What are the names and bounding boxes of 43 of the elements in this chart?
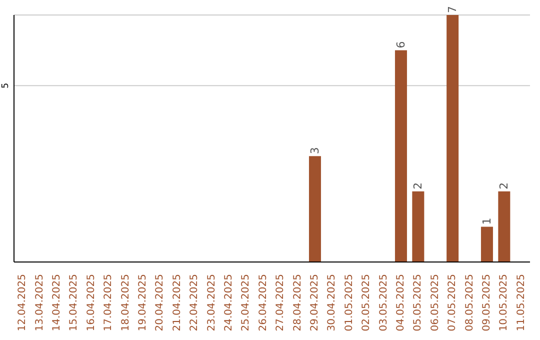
- y-tick-label: 5: [1, 82, 11, 88]
- data-label: 6: [394, 41, 408, 48]
- x-tick-label: 04.05.2025: [396, 274, 406, 332]
- x-tick-label: 08.05.2025: [464, 274, 476, 332]
- x-tick-label: 10.05.2025: [498, 274, 510, 332]
- x-tick-label: 15.04.2025: [68, 274, 80, 332]
- x-tick-label: 25.04.2025: [240, 274, 252, 332]
- x-tick-label: 01.05.2025: [344, 274, 355, 332]
- data-label: 1: [480, 218, 494, 225]
- x-tick-label: 06.05.2025: [430, 274, 441, 332]
- x-tick-label: 09.05.2025: [482, 274, 492, 332]
- x-tick-label: 19.04.2025: [138, 274, 148, 332]
- x-tick-label: 22.04.2025: [189, 274, 200, 332]
- bar: [498, 191, 510, 262]
- x-tick-label: 23.04.2025: [206, 274, 218, 332]
- bar: [308, 156, 321, 262]
- x-tick-label: 27.04.2025: [275, 274, 286, 332]
- x-tick-label: 30.04.2025: [326, 274, 338, 332]
- x-tick-label: 14.04.2025: [52, 274, 62, 332]
- x-tick-label: 17.04.2025: [103, 274, 114, 332]
- data-label: 7: [446, 6, 460, 13]
- x-tick-label: 03.05.2025: [378, 274, 390, 332]
- x-tick-label: 29.04.2025: [310, 274, 320, 332]
- x-tick-label: 20.04.2025: [154, 274, 166, 332]
- bar: [394, 50, 407, 262]
- data-label: 2: [498, 182, 511, 190]
- x-tick-label: 11.05.2025: [516, 274, 527, 332]
- x-tick-label: 28.04.2025: [292, 274, 304, 332]
- x-tick-label: 21.04.2025: [172, 274, 183, 332]
- x-tick-label: 16.04.2025: [86, 274, 97, 332]
- data-label: 3: [308, 147, 322, 154]
- x-tick-label: 13.04.2025: [34, 274, 46, 332]
- x-tick-label: 18.04.2025: [120, 274, 132, 332]
- x-tick-label: 26.04.2025: [258, 274, 269, 332]
- x-tick-label: 24.04.2025: [224, 274, 234, 332]
- bar: [480, 226, 493, 262]
- data-label: 2: [412, 182, 425, 190]
- x-tick-label: 12.04.2025: [17, 274, 28, 332]
- x-tick-label: 02.05.2025: [361, 274, 372, 332]
- bar: [412, 191, 424, 262]
- x-tick-label: 07.05.2025: [447, 274, 458, 332]
- x-tick-label: 05.05.2025: [412, 274, 424, 332]
- bar: [446, 15, 459, 262]
